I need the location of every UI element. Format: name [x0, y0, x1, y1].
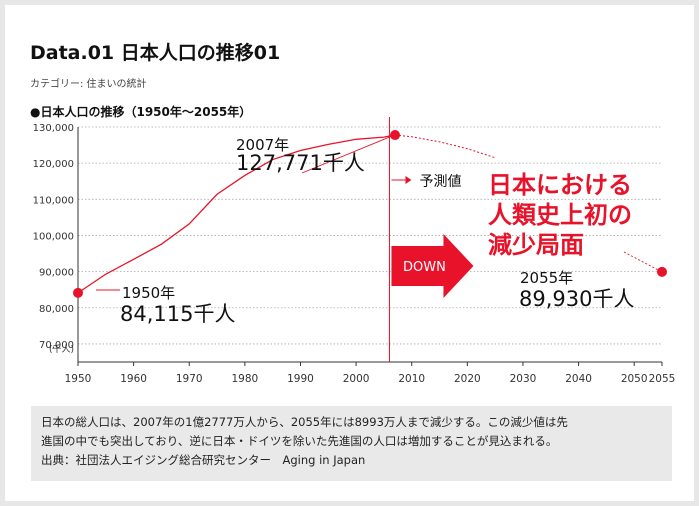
point-year-label-1950: 1950年 [122, 284, 175, 302]
x-tick-label: 2010 [398, 373, 425, 385]
note-line-2: 進国の中でも突出しており、逆に日本・ドイツを除いた先進国の人口は増加することが見… [41, 434, 558, 448]
x-tick-label: 1950 [65, 373, 92, 385]
headline-line-3: 減少局面 [488, 231, 584, 259]
point-value-label-1950: 84,115千人 [120, 302, 235, 326]
y-tick-label: 120,000 [33, 159, 74, 170]
point-leader-2007 [301, 135, 393, 174]
x-tick-label: 1980 [231, 373, 258, 385]
x-tick-label: 2050 [621, 373, 648, 385]
y-tick-label: 90,000 [39, 268, 74, 279]
x-tick-label: 1970 [176, 373, 203, 385]
series-line-projection [394, 134, 496, 159]
page-title: Data.01 日本人口の推移01 [30, 42, 281, 64]
headline-line-1: 日本における [488, 171, 632, 199]
x-tick-label: 1960 [120, 373, 147, 385]
category-label: カテゴリー: 住まいの統計 [30, 79, 147, 90]
point-year-label-2055: 2055年 [520, 269, 573, 287]
x-tick-label: 2030 [510, 373, 537, 385]
x-tick-label: 1990 [287, 373, 314, 385]
chart-heading: ●日本人口の推移（1950年～2055年） [30, 105, 252, 119]
down-arrow [391, 234, 474, 298]
headline-line-2: 人類史上初の [488, 201, 632, 229]
series-line-actual [77, 134, 396, 294]
point-year-label-2007: 2007年 [236, 136, 289, 154]
point-value-label-2007: 127,771千人 [236, 151, 365, 175]
data-point-2055 [657, 266, 667, 277]
data-point-1950 [73, 287, 83, 298]
forecast-pointer-head [405, 176, 412, 184]
down-label: DOWN [403, 260, 446, 275]
y-unit-label: (千人) [49, 344, 74, 355]
point-value-label-2055: 89,930千人 [519, 287, 634, 311]
y-tick-label: 130,000 [33, 123, 74, 134]
x-tick-label: 2055 [649, 373, 676, 385]
y-tick-label: 70,000 [39, 340, 74, 351]
y-tick-label: 80,000 [39, 304, 74, 315]
x-tick-label: 2040 [565, 373, 592, 385]
y-tick-label: 100,000 [33, 231, 74, 242]
note-line-1: 日本の総人口は、2007年の1億2777万人から、2055年には8993万人まで… [41, 415, 568, 429]
forecast-label: 予測値 [419, 174, 461, 190]
x-tick-label: 2020 [454, 373, 481, 385]
note-line-3: 出典：社団法人エイジング総合研究センター Aging in Japan [41, 453, 366, 467]
note-box: 日本の総人口は、2007年の1億2777万人から、2055年には8993万人まで… [31, 406, 672, 481]
x-tick-label: 2000 [343, 373, 370, 385]
headline-pointer [623, 251, 659, 271]
y-tick-label: 110,000 [33, 195, 74, 206]
data-point-2007 [390, 130, 401, 141]
card: Data.01 日本人口の推移01 カテゴリー: 住まいの統計 ●日本人口の推移… [5, 5, 694, 501]
